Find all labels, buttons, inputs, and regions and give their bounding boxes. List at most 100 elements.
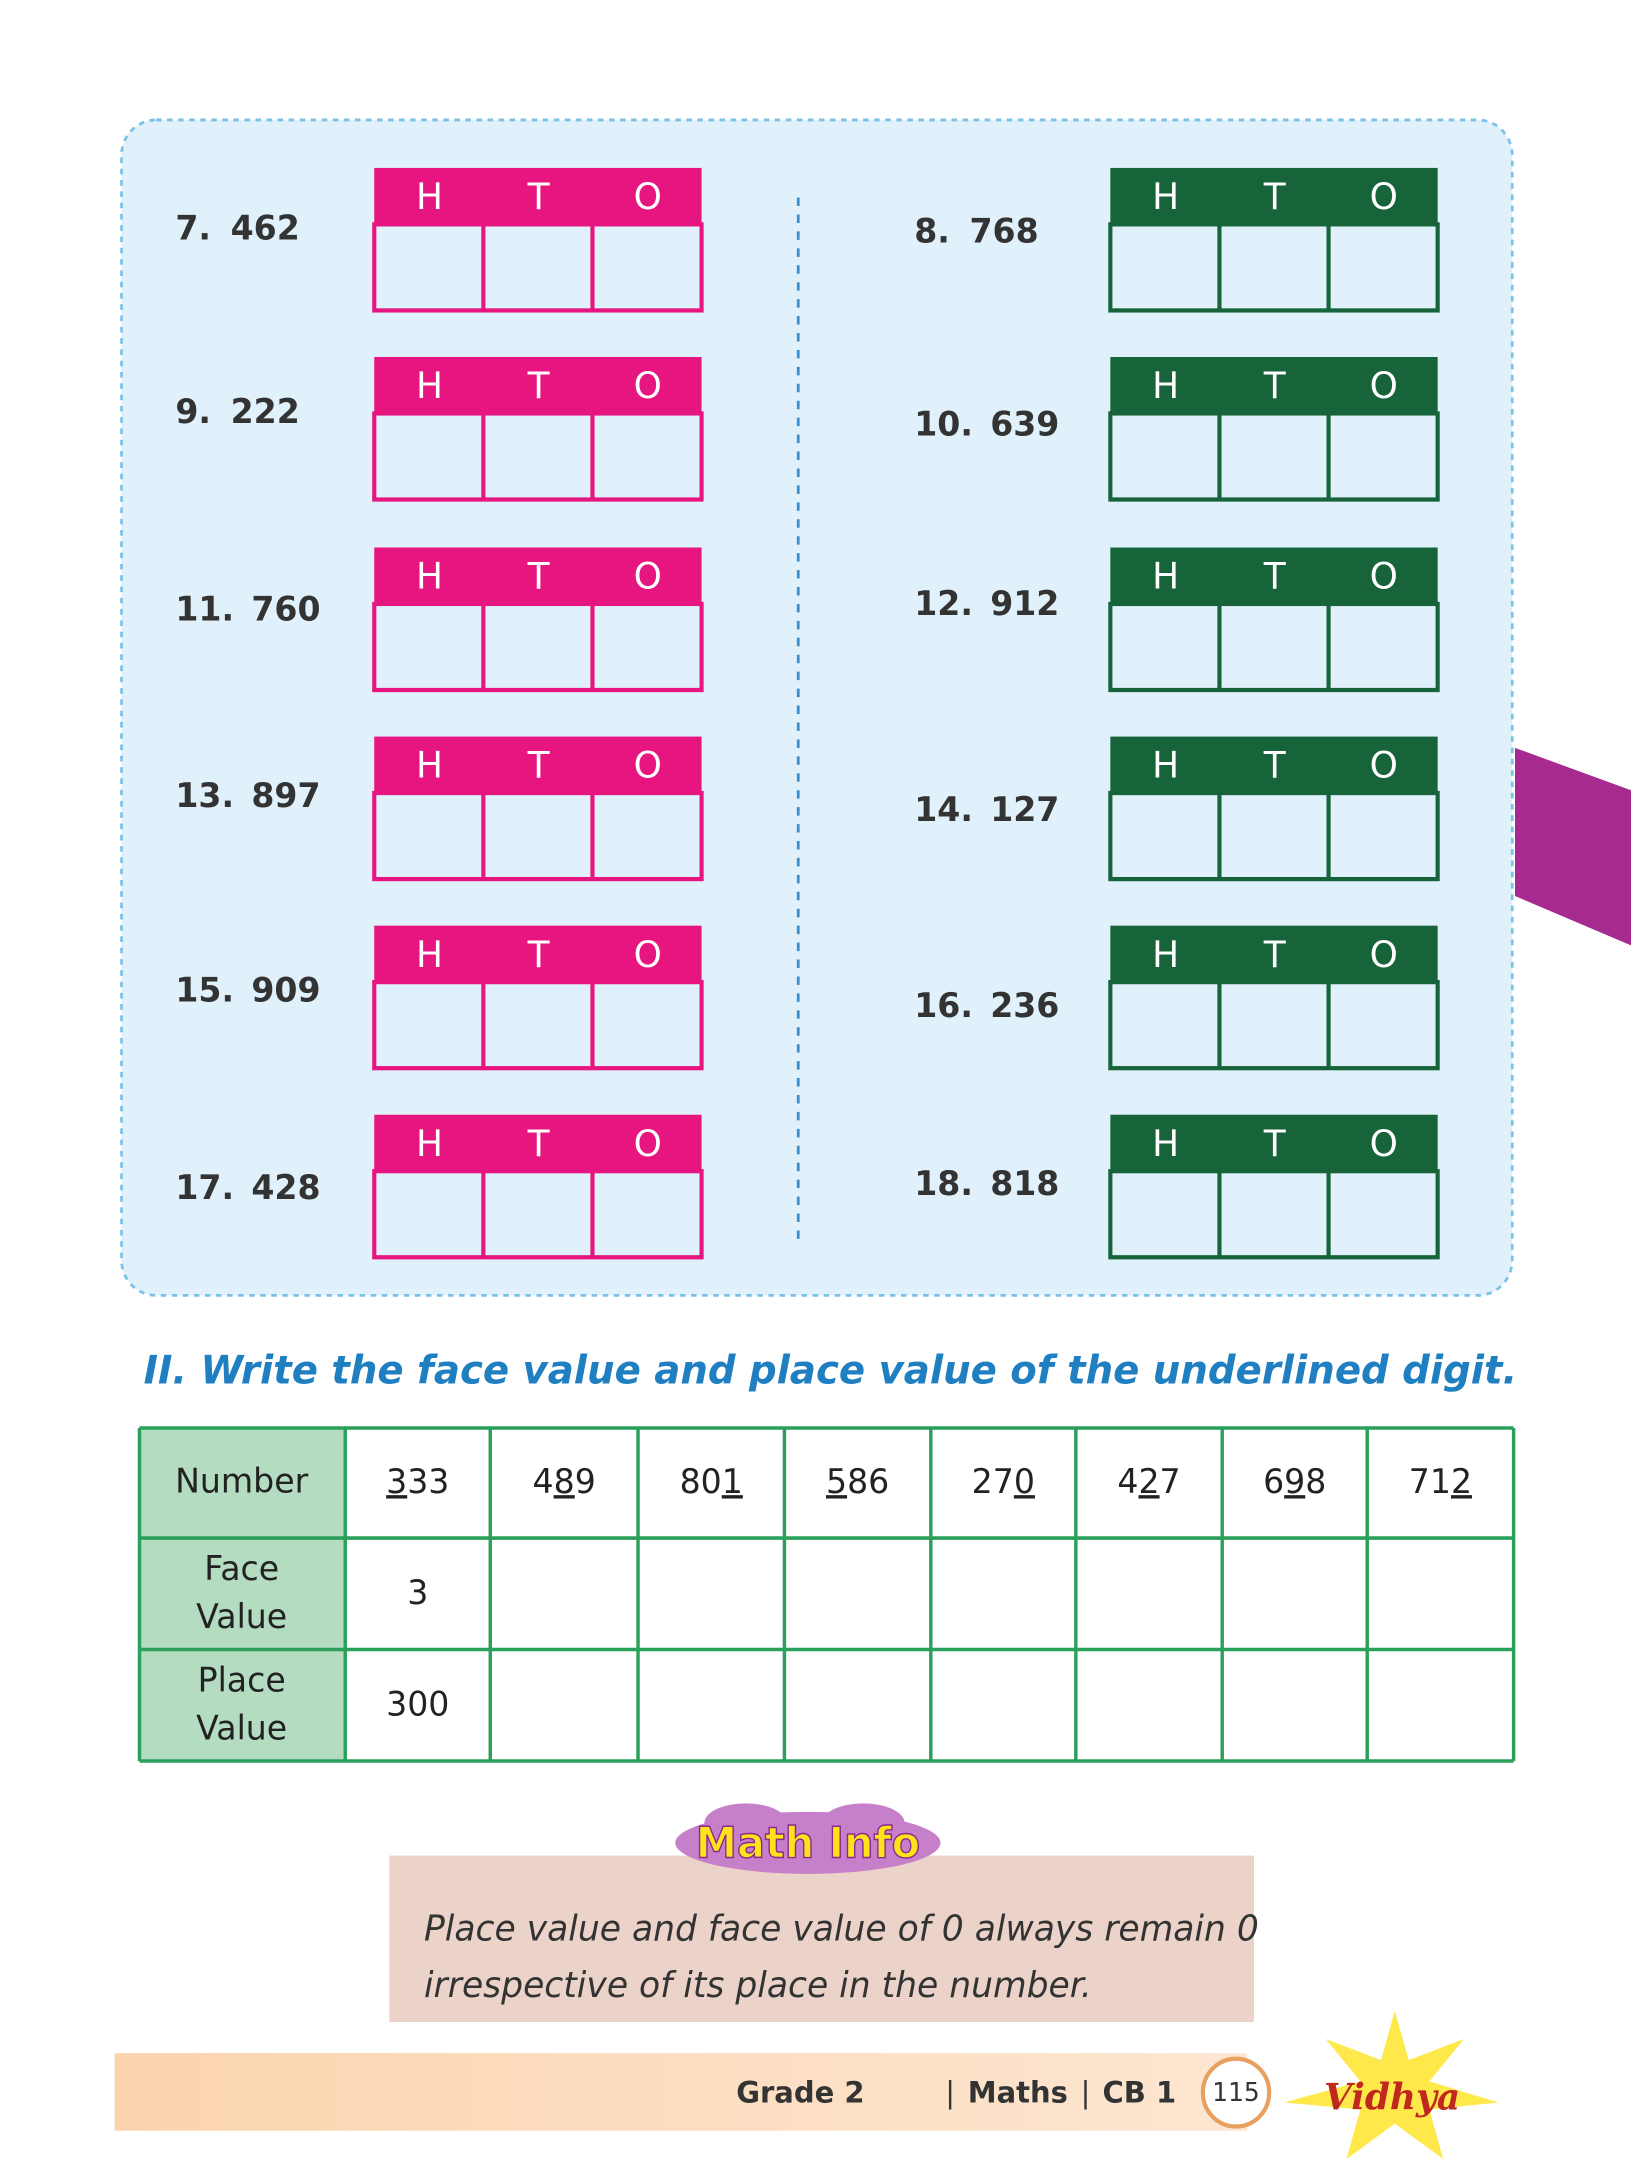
table-number: 712	[1409, 1461, 1472, 1500]
htо-header	[374, 167, 702, 225]
page-circle	[1200, 2056, 1272, 2129]
hto-box	[1108, 979, 1440, 1071]
item-number: 428	[251, 1168, 320, 1207]
hto-label: H	[416, 554, 443, 597]
hto-label: T	[527, 932, 551, 975]
footer-sep: |	[1081, 2075, 1091, 2110]
info-title: Math Info	[696, 1818, 920, 1868]
item-number: 818	[990, 1164, 1059, 1203]
hto-label: T	[527, 743, 551, 786]
hto-label: T	[527, 364, 551, 407]
number-part: 9	[1284, 1461, 1305, 1500]
hto-label: H	[1152, 364, 1179, 407]
item-label: 8.	[914, 211, 950, 250]
item-label: 13.	[175, 776, 234, 815]
item-number: 912	[990, 584, 1059, 623]
footer-book: CB 1	[1103, 2075, 1177, 2109]
number-part: 80	[680, 1461, 722, 1500]
row-header-line: Value	[196, 1708, 287, 1747]
number-part: 86	[847, 1461, 889, 1500]
place-value: 300	[386, 1684, 449, 1723]
table-number: 698	[1263, 1461, 1326, 1500]
row-header-line: Value	[196, 1596, 287, 1635]
item-number: 222	[231, 392, 300, 431]
hto-label: O	[634, 1122, 662, 1165]
number-part: 27	[972, 1461, 1014, 1500]
htо-header	[1110, 167, 1438, 225]
hto-label: H	[416, 175, 443, 218]
page-number: 115	[1212, 2078, 1259, 2107]
hto-box	[372, 979, 704, 1071]
footer-bar	[114, 2053, 1248, 2131]
htо-header	[1110, 547, 1438, 604]
logo: Vidhya	[1324, 2075, 1460, 2118]
hto-box	[1108, 222, 1440, 313]
hto-box	[372, 790, 704, 882]
hto-label: H	[416, 364, 443, 407]
number-part: 9	[575, 1461, 596, 1500]
hto-label: T	[527, 175, 551, 218]
section-title: II. Write the face value and place value…	[144, 1348, 1518, 1393]
number-part: 0	[1014, 1461, 1035, 1500]
item-number: 760	[251, 589, 320, 628]
hto-label: T	[527, 554, 551, 597]
page-tab	[1514, 747, 1631, 946]
hto-label: T	[1263, 175, 1287, 218]
hto-box	[1108, 790, 1440, 882]
item-label: 12.	[914, 584, 973, 623]
hto-box	[372, 411, 704, 502]
row-header: Face Value	[196, 1548, 287, 1635]
hto-box	[372, 1169, 704, 1260]
item-number: 909	[251, 970, 320, 1009]
row-header: Place Value	[196, 1660, 287, 1747]
number-part: 3	[386, 1461, 407, 1500]
number-part: 7	[1160, 1461, 1181, 1500]
footer-grade: Grade 2	[736, 2075, 864, 2109]
hto-label: H	[416, 743, 443, 786]
hto-label: T	[1263, 743, 1287, 786]
hto-label: O	[1370, 364, 1398, 407]
hto-label: H	[1152, 554, 1179, 597]
face-value: 3	[407, 1573, 428, 1612]
hto-label: T	[527, 1122, 551, 1165]
item-label: 16.	[914, 986, 973, 1025]
hto-label: T	[1263, 932, 1287, 975]
htо-header	[1110, 736, 1438, 794]
table-number: 427	[1117, 1461, 1180, 1500]
item-label: 17.	[175, 1168, 234, 1207]
number-part: 1	[722, 1461, 743, 1500]
item-label: 11.	[175, 589, 234, 628]
info-text: irrespective of its place in the number.	[424, 1966, 1092, 2006]
hto-label: H	[416, 932, 443, 975]
number-part: 8	[1305, 1461, 1326, 1500]
item-number: 768	[969, 211, 1038, 250]
table-header-col	[139, 1428, 346, 1762]
item-number: 462	[231, 208, 300, 247]
hto-box	[1108, 411, 1440, 502]
hto-label: O	[634, 175, 662, 218]
number-part: 2	[1451, 1461, 1472, 1500]
number-part: 5	[826, 1461, 847, 1500]
footer-subject: Maths	[968, 2075, 1068, 2109]
row-header-line: Place	[198, 1660, 286, 1699]
hto-label: H	[1152, 175, 1179, 218]
number-part: 2	[1138, 1461, 1159, 1500]
item-label: 18.	[914, 1164, 973, 1203]
info-box	[389, 1855, 1254, 2023]
hto-box	[1108, 1169, 1440, 1260]
hto-label: O	[1370, 554, 1398, 597]
htо-header	[1110, 1114, 1438, 1172]
hto-label: O	[634, 554, 662, 597]
item-label: 9.	[175, 392, 211, 431]
table-number: 586	[826, 1461, 889, 1500]
number-part: 71	[1409, 1461, 1451, 1500]
number-part: 6	[1263, 1461, 1284, 1500]
hto-box	[1108, 601, 1440, 693]
htо-header	[374, 357, 702, 414]
htо-header	[374, 736, 702, 794]
item-label: 14.	[914, 790, 973, 829]
table-number: 270	[972, 1461, 1035, 1500]
item-number: 236	[990, 986, 1059, 1025]
hto-label: T	[1263, 1122, 1287, 1165]
